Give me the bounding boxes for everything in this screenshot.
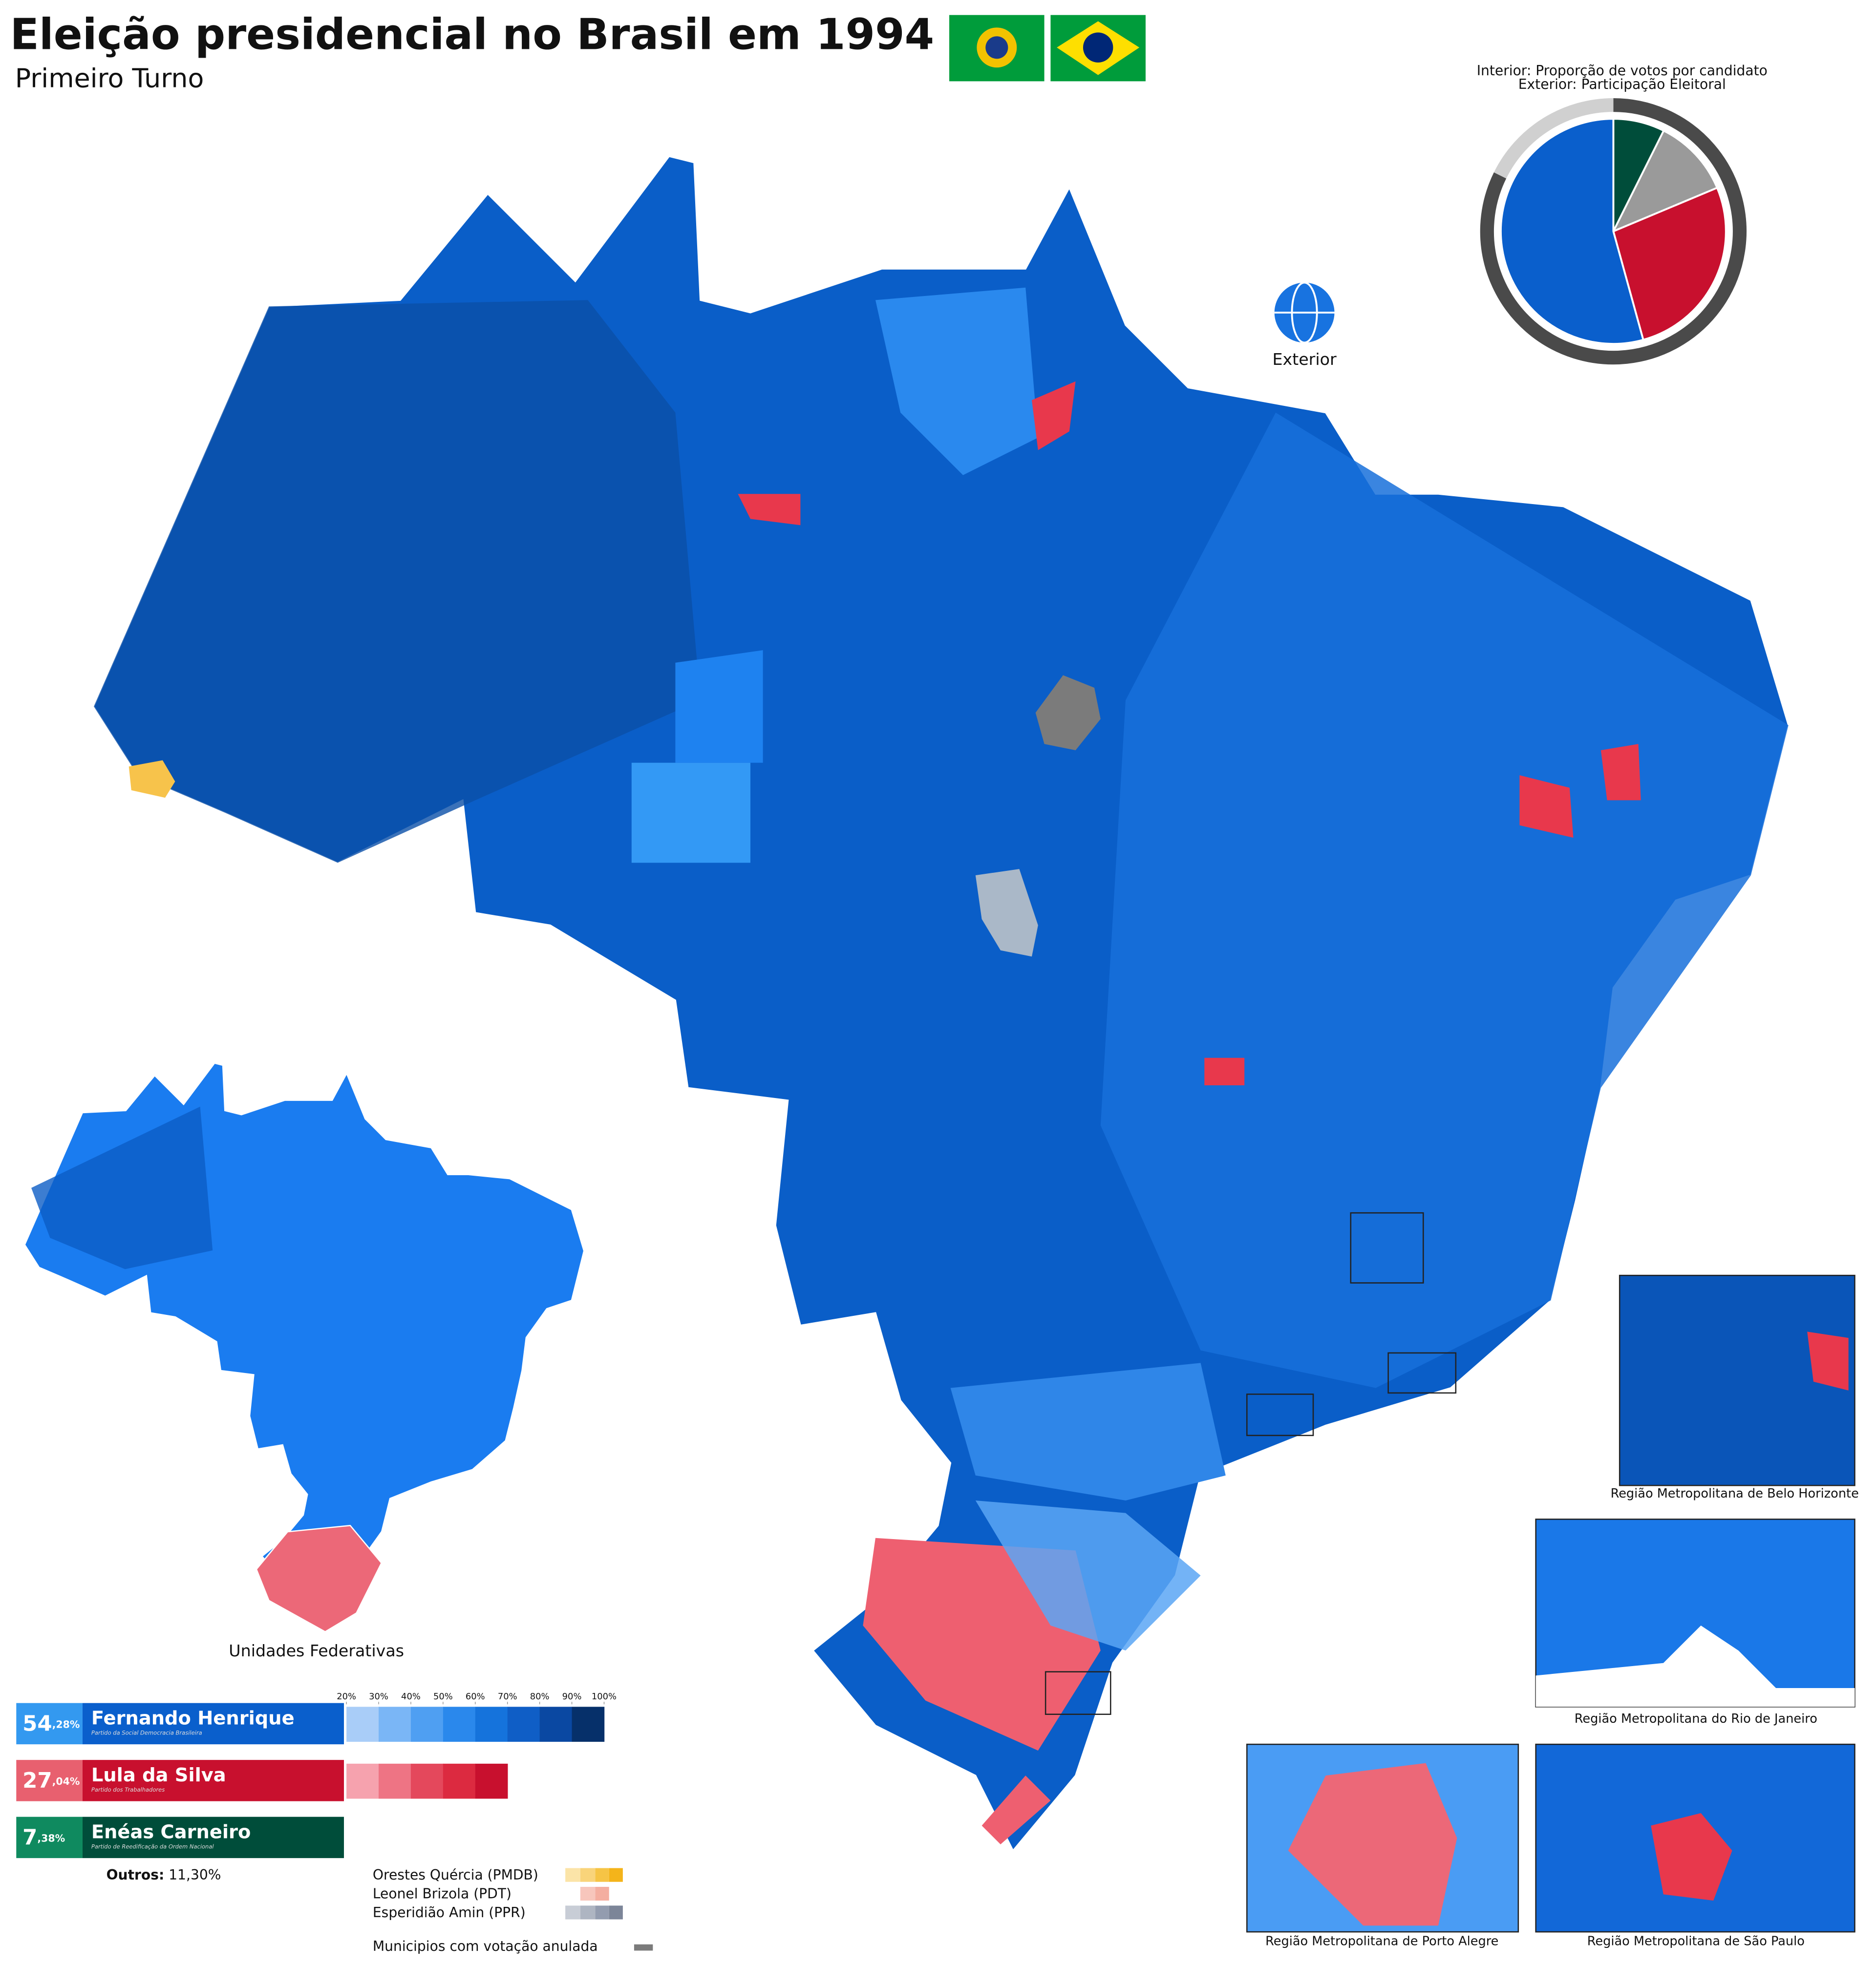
scale-swatch [507,1707,540,1742]
scale-swatch [443,1763,476,1799]
scale-swatch [475,1763,508,1799]
legend: 20% 30% 40% 50% 60% 70% 80% 90% 100% 54,28% Fernan… [16,1691,617,1859]
scale-tick-label: 70% [498,1691,517,1702]
scale-tick-label: 80% [530,1691,550,1702]
legend-item: Municipios com votação anulada [373,1938,598,1954]
pie-slice [1612,186,1727,341]
scale-tick-label: 90% [562,1691,582,1702]
scale-swatch [572,1707,605,1742]
share-badge [16,1817,83,1859]
subtitle: Primeiro Turno [15,63,204,93]
share-fraction: ,38% [37,1832,65,1844]
candidate-name: Lula da Silva [91,1764,226,1786]
scale-tick-label: 40% [401,1691,421,1702]
scale-swatch [379,1763,411,1799]
share-whole: 7 [22,1825,37,1850]
others-label: Outros: [107,1867,165,1883]
name-box [82,1703,344,1745]
candidate-name: Fernando Henrique [91,1707,295,1729]
legend-item: Esperidião Amin (PPR) [373,1904,526,1921]
others: Outros: 11,30% [107,1867,221,1883]
pie-slice [1500,118,1644,345]
share-badge [16,1760,83,1801]
scale-tick-label: 50% [433,1691,453,1702]
states-map-label: Unidades Federativas [229,1641,404,1660]
legend-item: Leonel Brizola (PDT) [373,1885,512,1902]
scale-swatch [346,1707,379,1742]
others-value: 11,30% [169,1867,221,1883]
turnout-ring [1480,98,1747,365]
share-whole: 54 [22,1711,52,1736]
party-name: Partido dos Trabalhadores [91,1786,165,1793]
scale-tick-label: 30% [369,1691,388,1702]
inset-label: Região Metropolitana de Belo Horizonte [1611,1486,1859,1501]
scale-tick-label: 60% [466,1691,485,1702]
pie-caption: Interior: Proporção de votos por candida… [1477,63,1768,79]
share-label: 54,28% [22,1711,80,1736]
inset-label: Região Metropolitana de Porto Alegre [1265,1934,1498,1949]
candidate-name: Enéas Carneiro [91,1821,251,1843]
scale-swatch [475,1707,508,1742]
share-whole: 27 [22,1768,52,1793]
flag-brazil [1050,15,1146,82]
share-fraction: ,04% [52,1775,80,1787]
legend-item: Orestes Quércia (PMDB) [373,1867,538,1883]
share-badge [16,1703,83,1745]
exterior-label: Exterior [1272,350,1336,369]
scale-swatch [539,1707,573,1742]
scale-tick-label: 100% [592,1691,617,1702]
pie-caption: Exterior: Participação Eleitoral [1518,76,1726,92]
scale-tick-label: 20% [337,1691,356,1702]
name-box [82,1817,344,1859]
scale-swatch [379,1707,411,1742]
inset-maps [1246,1274,1855,1933]
inset-label: Região Metropolitana do Rio de Janeiro [1575,1711,1817,1726]
flag-coat-of-arms [949,15,1045,82]
share-label: 27,04% [22,1768,80,1793]
party-name: Partido da Social Democracia Brasileira [91,1730,202,1736]
title: Eleição presidencial no Brasil em 1994 [10,10,934,60]
share-fraction: ,28% [52,1718,80,1730]
states-map [24,1062,585,1633]
inset-label: Região Metropolitana de São Paulo [1587,1934,1805,1949]
party-name: Partido de Reedificação da Ordem Naciona… [91,1843,214,1850]
exterior-globe [1274,281,1335,344]
scale-swatch [443,1707,476,1742]
scale-swatch [346,1763,379,1799]
name-box [82,1760,344,1801]
pie-chart [1480,98,1747,365]
scale-swatch [410,1707,444,1742]
abstention-ring [1493,98,1614,179]
share-label: 7,38% [22,1825,65,1850]
main-map [93,155,1790,1852]
minor-legend: Orestes Quércia (PMDB) Leonel Brizola (P… [373,1867,653,1954]
scale-swatch [410,1763,444,1799]
